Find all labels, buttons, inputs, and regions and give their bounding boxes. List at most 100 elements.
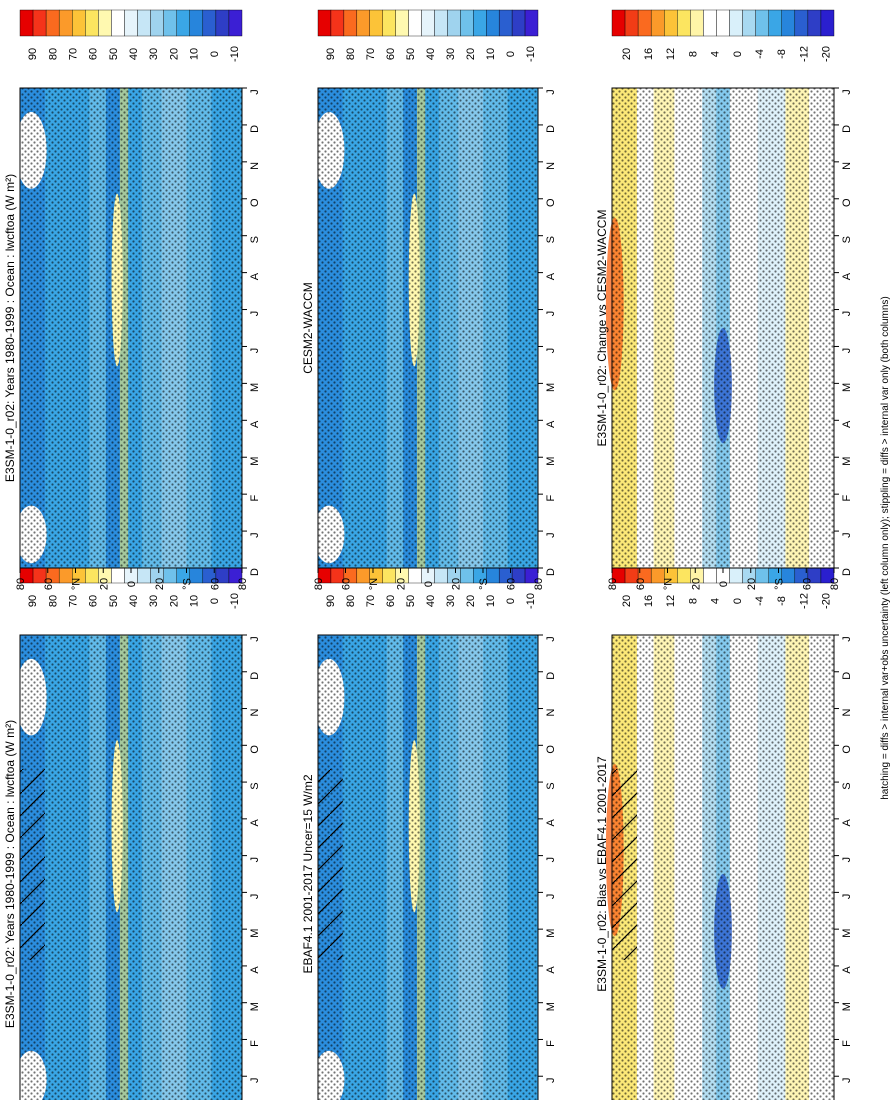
p-br-colorbar-label: 16 <box>643 48 655 60</box>
p-br-colorbar-swatch <box>690 9 704 37</box>
p-tr-colorbar-swatch <box>98 9 112 37</box>
p-br-lat-label: °S <box>774 578 786 590</box>
p-br-month-label: N <box>841 162 853 170</box>
p-mr-month-label: J <box>545 89 557 95</box>
p-mr-month-label: J <box>545 311 557 317</box>
p-tl-colorbar-label: 10 <box>189 595 201 607</box>
p-mr-month-label: A <box>545 420 557 428</box>
p-tr-month-label: N <box>249 162 261 170</box>
p-bl-colorbar-label: 4 <box>710 598 722 604</box>
p-tr-lat-label: 0 <box>126 581 138 587</box>
p-br-colorbar-swatch <box>755 9 769 37</box>
footnote-text: hatching = diffs > internal var+obs unce… <box>880 296 891 800</box>
p-br-colorbar-label: -20 <box>821 46 833 62</box>
p-bl-month-label: A <box>841 966 853 974</box>
p-mr-lat-label: 20 <box>451 578 463 590</box>
p-mr-month-label: J <box>545 532 557 538</box>
p-tl-colorbar-label: 90 <box>27 595 39 607</box>
p-tr-month-label: A <box>249 272 261 280</box>
p-bl-month-label: F <box>841 1040 853 1047</box>
p-br-colorbar-swatch <box>794 9 809 37</box>
p-br-colorbar-swatch <box>768 9 782 37</box>
p-br-colorbar-label: -8 <box>776 49 788 59</box>
p-ml-colorbar-label: 20 <box>465 595 477 607</box>
p-tl-month-label: J <box>249 1077 261 1083</box>
p-mr-month-label: A <box>545 272 557 280</box>
p-mr-lat-label: 80 <box>313 578 325 590</box>
p-tl-panel: DJFMAMJJASONDJ8060°N20020°S6080E3SM-1-0_… <box>3 556 261 1100</box>
p-tr-lat-label: 80 <box>15 578 27 590</box>
p-ml-colorbar-label: 50 <box>405 595 417 607</box>
p-br-month-label: D <box>841 568 853 576</box>
p-mr-month-label: S <box>545 236 557 243</box>
p-tr-colorbar-label: -10 <box>229 46 241 62</box>
p-mr-title: CESM2-WACCM <box>301 282 315 374</box>
p-mr-lat-label: °S <box>478 578 490 590</box>
p-mr-colorbar-swatch <box>343 9 358 37</box>
p-mr-colorbar-swatch <box>369 9 383 37</box>
p-tr-colorbar-label: 70 <box>68 48 80 60</box>
p-br-lat-label: 80 <box>829 578 841 590</box>
p-tl-frame <box>19 634 243 1100</box>
p-br-colorbar-label: -4 <box>754 49 766 59</box>
p-mr-lat-label: 20 <box>396 578 408 590</box>
p-mr-colorbar-swatch <box>486 9 500 37</box>
p-ml-month-label: M <box>545 1002 557 1011</box>
p-ml-colorbar-label: 40 <box>425 595 437 607</box>
p-mr-colorbar-swatch <box>330 9 345 37</box>
p-br-month-label: M <box>841 383 853 392</box>
p-br-stippling <box>612 88 834 568</box>
p-bl-colorbar-label: 12 <box>665 595 677 607</box>
p-mr-month-label: F <box>545 495 557 502</box>
p-mr-panel: D J F M A M J J A S O N D J 80 60 °N 20 0 20 °S 60 80 CESM2-WAC… <box>301 9 557 590</box>
p-tl-colorbar-label: 60 <box>88 595 100 607</box>
p-mr-colorbar-swatch <box>473 9 487 37</box>
p-br-lat-label: 60 <box>635 578 647 590</box>
p-br-month-label: M <box>841 457 853 466</box>
p-bl-stippling <box>612 635 834 1100</box>
p-tr-lat-label: 20 <box>154 578 166 590</box>
p-tr-month-label: J <box>249 311 261 317</box>
p-ml-stippling <box>318 635 538 1100</box>
p-tr-colorbar-swatch <box>19 9 34 37</box>
p-tl-month-label: J <box>249 636 261 642</box>
p-tl-month-label: J <box>249 857 261 863</box>
p-mr-month-label: N <box>545 162 557 170</box>
p-tr-lat-label: 60 <box>209 578 221 590</box>
p-tl-month-label: J <box>249 894 261 900</box>
p-tl-colorbar-label: 70 <box>68 595 80 607</box>
p-br-title: E3SM-1-0_r02: Change vs CESM2-WACCM <box>595 210 609 447</box>
p-br-month-label: A <box>841 272 853 280</box>
p-br-lat-label: 20 <box>746 578 758 590</box>
p-tl-colorbar-label: 20 <box>168 595 180 607</box>
p-tr-colorbar-swatch <box>72 9 86 37</box>
p-br-colorbar-label: 20 <box>621 48 633 60</box>
p-mr-colorbar-label: 50 <box>405 48 417 60</box>
p-ml-colorbar-label: 70 <box>365 595 377 607</box>
p-bl-panel: DJFMAMJJASONDJ8060°N20020°S6080E3SM-1-0_… <box>595 556 853 1100</box>
p-tl-month-label: A <box>249 966 261 974</box>
p-tr-month-label: M <box>249 457 261 466</box>
p-tr-colorbar-swatch <box>189 9 204 37</box>
p-mr-colorbar-label: 30 <box>445 48 457 60</box>
p-mr-lat-label: 80 <box>533 578 545 590</box>
p-bl-month-label: M <box>841 1002 853 1011</box>
p-tr-panel: D J F M A M J J A S O N D J 80 60 °N 20 0 20 °S 60 80 E3SM-1-0_… <box>3 9 261 590</box>
p-tr-colorbar-swatch <box>150 9 164 37</box>
p-ml-month-label: A <box>545 966 557 974</box>
p-br-colorbar-label: 8 <box>687 51 699 57</box>
p-br-lat-label: 0 <box>718 581 730 587</box>
p-br-month-label: J <box>841 89 853 95</box>
p-ml-month-label: O <box>545 745 557 754</box>
p-ml-month-label: J <box>545 857 557 863</box>
p-br-month-label: D <box>841 125 853 133</box>
p-tr-month-label: D <box>249 125 261 133</box>
p-tl-colorbar-label: -10 <box>229 593 241 609</box>
p-bl-colorbar-label: -20 <box>821 593 833 609</box>
p-tr-colorbar-label: 90 <box>27 48 39 60</box>
p-tr-colorbar-swatch <box>111 9 125 37</box>
p-mr-lat-label: °N <box>368 578 380 590</box>
p-tr-month-label: O <box>249 198 261 207</box>
p-br-colorbar-label: 4 <box>710 51 722 57</box>
